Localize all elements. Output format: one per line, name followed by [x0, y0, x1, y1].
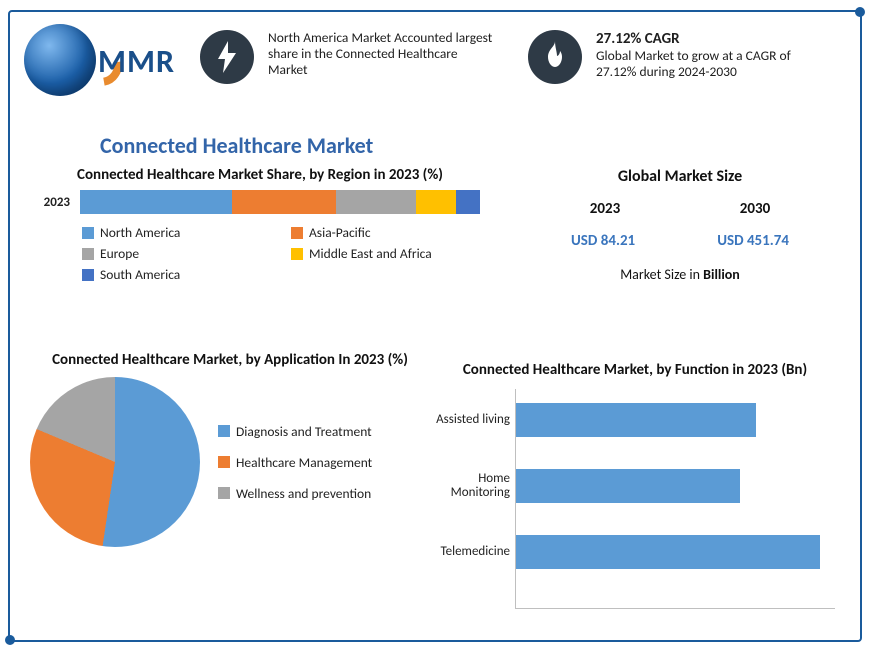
legend-label: Asia-Pacific [309, 224, 371, 241]
gms-note: Market Size in Billion [530, 266, 830, 283]
legend-label: Healthcare Management [236, 454, 372, 471]
legend-label: Europe [100, 245, 139, 262]
chart-title: Connected Healthcare Market Share, by Re… [30, 167, 490, 184]
bar [516, 469, 740, 503]
gms-note-prefix: Market Size in [620, 266, 703, 283]
legend-swatch [218, 456, 230, 468]
bar [516, 535, 820, 569]
legend-label: South America [100, 266, 180, 283]
bar-segment [232, 190, 336, 214]
chart-title: Connected Healthcare Market, by Function… [425, 362, 845, 379]
bolt-icon [200, 30, 254, 84]
legend-item: Healthcare Management [218, 454, 372, 471]
region-legend: North America Asia-Pacific Europe Middle Ea… [82, 224, 490, 283]
fact-card-cagr: 27.12% CAGR Global Market to grow at a C… [528, 30, 826, 84]
fact-title: 27.12% CAGR [596, 30, 826, 48]
flame-icon [528, 30, 582, 84]
header-row: MMR North America Market Accounted large… [20, 20, 850, 120]
gms-year: 2023 [590, 200, 620, 218]
gms-value: USD 84.21 [571, 232, 635, 250]
legend-label: Middle East and Africa [309, 245, 432, 262]
legend-item: Asia-Pacific [291, 224, 490, 241]
legend-swatch [82, 269, 94, 281]
infographic-frame: MMR North America Market Accounted large… [8, 10, 862, 642]
bar-chart-plot: Assisted living Home Monitoring Telemedici… [515, 389, 835, 609]
gms-value: USD 451.74 [717, 232, 789, 250]
bar-segment [80, 190, 232, 214]
function-bar-chart: Connected Healthcare Market, by Function… [425, 362, 845, 609]
pie [30, 377, 200, 547]
bar-segment [336, 190, 416, 214]
region-chart: Connected Healthcare Market Share, by Re… [30, 167, 490, 283]
legend-item: Europe [82, 245, 281, 262]
bar-row: Home Monitoring [516, 469, 740, 503]
fact-body: North America Market Accounted largest s… [268, 30, 498, 79]
mmr-logo: MMR [20, 24, 180, 104]
bar [516, 403, 756, 437]
fact-text: North America Market Accounted largest s… [268, 30, 498, 79]
gms-title: Global Market Size [530, 167, 830, 186]
global-market-size: Global Market Size 2023 2030 USD 84.21 U… [530, 167, 830, 283]
legend-swatch [291, 227, 303, 239]
legend-item: Diagnosis and Treatment [218, 423, 372, 440]
bar-row: Assisted living [516, 403, 756, 437]
corner-dot [5, 635, 15, 645]
gms-note-bold: Billion [703, 266, 740, 283]
legend-swatch [218, 425, 230, 437]
gms-year: 2030 [740, 200, 770, 218]
fact-text: 27.12% CAGR Global Market to grow at a C… [596, 30, 826, 80]
gms-values: USD 84.21 USD 451.74 [530, 232, 830, 250]
fact-body: Global Market to grow at a CAGR of 27.12… [596, 48, 826, 80]
legend-item: North America [82, 224, 281, 241]
application-pie-chart: Connected Healthcare Market, by Applicat… [30, 352, 430, 547]
main-title: Connected Healthcare Market [100, 132, 373, 159]
legend-label: Diagnosis and Treatment [236, 423, 372, 440]
gms-years: 2023 2030 [530, 200, 830, 218]
pie-legend: Diagnosis and Treatment Healthcare Manage… [218, 423, 372, 502]
category-label: Assisted living [430, 413, 516, 427]
stacked-bar [80, 190, 480, 214]
legend-item: Middle East and Africa [291, 245, 490, 262]
category-label: Home Monitoring [430, 472, 516, 501]
legend-item: South America [82, 266, 281, 283]
legend-label: North America [100, 224, 180, 241]
bar-segment [456, 190, 480, 214]
stacked-bar-row: 2023 [30, 190, 490, 214]
fact-card-north-america: North America Market Accounted largest s… [200, 30, 498, 84]
legend-swatch [291, 248, 303, 260]
legend-swatch [218, 487, 230, 499]
pie-wrap: Diagnosis and Treatment Healthcare Manage… [30, 377, 430, 547]
corner-dot [855, 7, 865, 17]
bar-segment [416, 190, 456, 214]
legend-label: Wellness and prevention [236, 485, 371, 502]
category-label: Telemedicine [430, 545, 516, 559]
logo-text: MMR [98, 42, 175, 81]
legend-swatch [82, 227, 94, 239]
y-axis-label: 2023 [30, 195, 70, 210]
chart-title: Connected Healthcare Market, by Applicat… [30, 352, 430, 369]
legend-swatch [82, 248, 94, 260]
legend-item: Wellness and prevention [218, 485, 372, 502]
bar-row: Telemedicine [516, 535, 820, 569]
